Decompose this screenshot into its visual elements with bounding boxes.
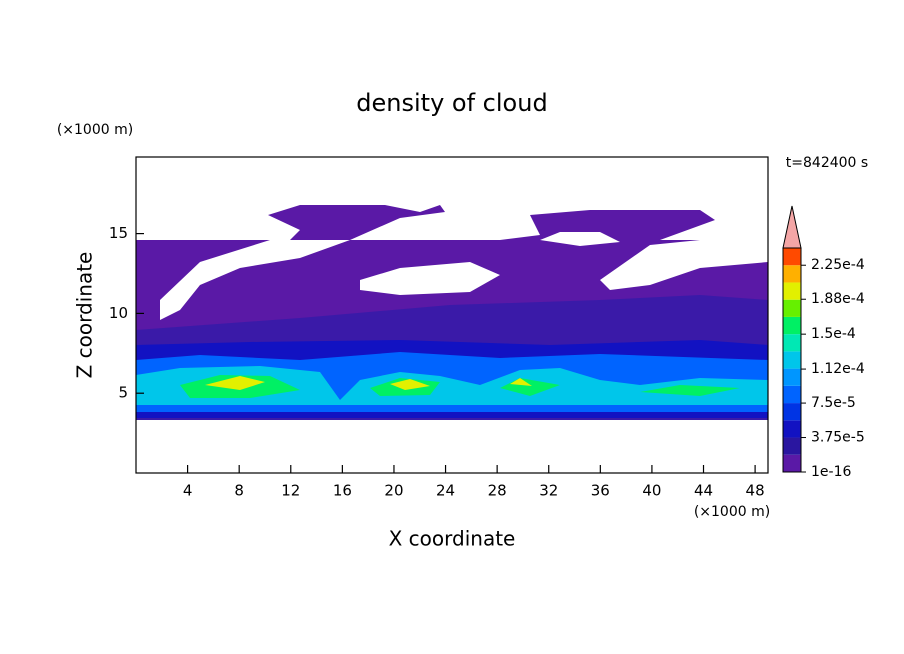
x-axis-label: X coordinate	[389, 527, 516, 551]
y-axis-label: Z coordinate	[73, 252, 97, 379]
x-tick-label: 4	[183, 482, 193, 500]
x-tick-label: 20	[384, 482, 403, 500]
colorbar-band	[783, 385, 801, 404]
annotation: t=842400 s	[786, 155, 868, 171]
colorbar-band	[783, 420, 801, 438]
x-tick-label: 48	[746, 482, 765, 500]
colorbar-band	[783, 265, 801, 283]
x-tick-label: 12	[281, 482, 300, 500]
x-tick-label: 32	[539, 482, 558, 500]
x-tick-label: 40	[642, 482, 661, 500]
contour-fill	[136, 366, 768, 405]
contour-fill	[205, 376, 532, 390]
colorbar-band	[783, 316, 801, 335]
x-tick-label: 44	[694, 482, 713, 500]
colorbar-band	[783, 248, 801, 266]
x-tick-label: 28	[488, 482, 507, 500]
contour-fill	[160, 240, 350, 320]
contour-fill	[540, 232, 620, 246]
x-tick-label: 36	[591, 482, 610, 500]
y-tick-label: 15	[109, 224, 128, 242]
colorbar-band	[783, 403, 801, 421]
x-tick-label: 8	[234, 482, 244, 500]
colorbar-tick-label: 1.88e-4	[811, 291, 865, 307]
colorbar-tick-label: 7.5e-5	[811, 395, 856, 411]
chart-title: density of cloud	[356, 89, 547, 117]
colorbar-band	[783, 334, 801, 352]
colorbar-tick-label: 1e-16	[811, 464, 851, 480]
contour-fill	[600, 240, 768, 290]
colorbar-tick-label: 2.25e-4	[811, 257, 865, 273]
x-tick-label: 24	[436, 482, 455, 500]
colorbar-tick-label: 1.5e-4	[811, 326, 856, 342]
x-unit: (×1000 m)	[694, 504, 770, 520]
colorbar-band	[783, 351, 801, 369]
y-tick-label: 10	[109, 304, 128, 322]
x-tick-label: 16	[333, 482, 352, 500]
colorbar-band	[783, 282, 801, 300]
colorbar-band	[783, 299, 801, 317]
colorbar-band	[783, 368, 801, 386]
plot-frame	[135, 156, 769, 474]
y-unit: (×1000 m)	[57, 122, 133, 138]
contour-field	[136, 205, 768, 420]
colorbar-tick-label: 3.75e-5	[811, 430, 865, 446]
y-tick-label: 5	[118, 384, 128, 402]
colorbar-frame	[782, 247, 802, 473]
colorbar-band	[783, 454, 801, 472]
colorbar-band	[783, 437, 801, 455]
contour-fill	[360, 262, 500, 295]
colorbar-tick-label: 1.12e-4	[811, 361, 865, 377]
